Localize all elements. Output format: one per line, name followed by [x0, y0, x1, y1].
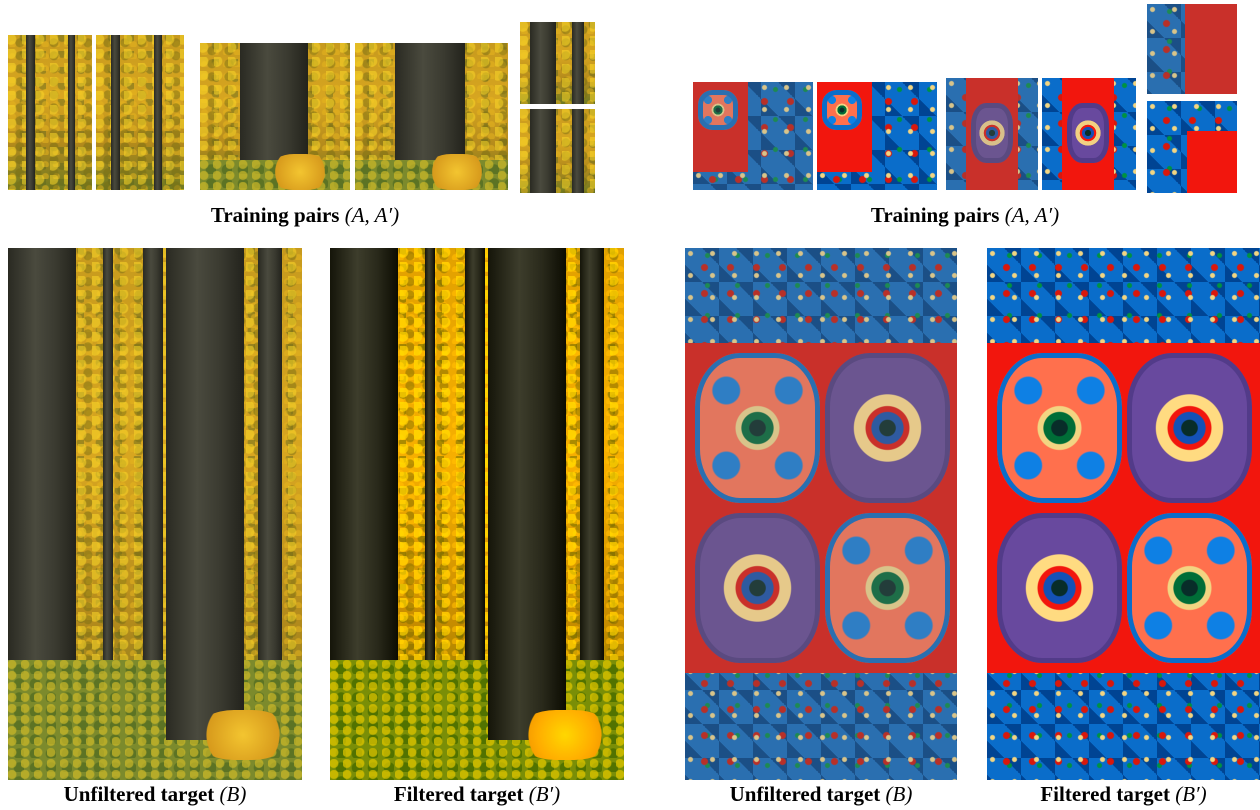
caption-filtered-target-forest: Filtered target (B′)	[393, 782, 561, 806]
forest-filtered-target-image	[330, 248, 624, 780]
rug-training-pair-2-a-prime	[1042, 78, 1136, 190]
rug-training-pair-1-a-prime	[817, 82, 937, 190]
forest-unfiltered-target-image	[8, 248, 302, 780]
forest-training-pair-1-a	[8, 35, 92, 190]
forest-training-pair-2-a-prime	[355, 43, 508, 190]
forest-training-pair-1-a-prime	[96, 35, 184, 190]
forest-training-pair-3-a	[520, 22, 595, 104]
rug-training-pair-3-a-prime	[1147, 101, 1237, 193]
rug-unfiltered-target-image	[685, 248, 957, 780]
rug-filtered-target-image	[987, 248, 1260, 780]
caption-training-pairs-rug: Training pairs (A, A′)	[870, 203, 1060, 227]
caption-training-pairs-forest: Training pairs (A, A′)	[210, 203, 400, 227]
rug-training-pair-3-a	[1147, 4, 1237, 94]
caption-unfiltered-target-rug: Unfiltered target (B)	[729, 782, 913, 806]
rug-training-pair-1-a	[693, 82, 813, 190]
rug-training-pair-2-a	[946, 78, 1038, 190]
caption-filtered-target-rug: Filtered target (B′)	[1040, 782, 1207, 806]
forest-training-pair-3-a-prime	[520, 109, 595, 193]
forest-training-pair-2-a	[200, 43, 350, 190]
caption-unfiltered-target-forest: Unfiltered target (B)	[63, 782, 247, 806]
